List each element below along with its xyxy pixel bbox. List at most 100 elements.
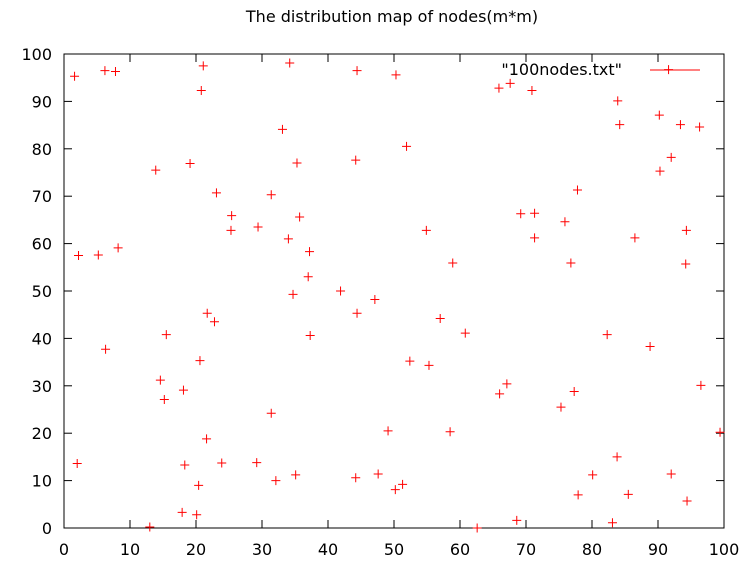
data-point (460, 328, 470, 338)
x-tick-label: 80 (582, 540, 602, 559)
data-point (588, 470, 598, 480)
data-point (421, 225, 431, 235)
data-point (373, 469, 383, 479)
data-point (285, 58, 295, 68)
data-point (100, 66, 110, 76)
data-point (645, 341, 655, 351)
data-point (516, 209, 526, 219)
data-point (352, 308, 362, 318)
data-point (202, 308, 212, 318)
data-point (292, 158, 302, 168)
data-point (288, 289, 298, 299)
data-point (405, 356, 415, 366)
data-point (283, 234, 293, 244)
x-tick-label: 60 (450, 540, 470, 559)
y-tick-label: 0 (42, 519, 52, 538)
data-point (675, 120, 685, 130)
data-point (151, 165, 161, 175)
data-point (209, 317, 219, 327)
data-point (155, 375, 165, 385)
data-point (70, 71, 80, 81)
data-point (666, 152, 676, 162)
data-point (472, 523, 482, 533)
data-point (530, 233, 540, 243)
data-point (681, 225, 691, 235)
data-point (185, 158, 195, 168)
data-point (681, 259, 691, 269)
data-point (505, 78, 515, 88)
data-point (682, 496, 692, 506)
y-tick-label: 50 (32, 282, 52, 301)
data-point (494, 83, 504, 93)
data-point (715, 427, 725, 437)
data-point (556, 402, 566, 412)
plot-frame (63, 53, 725, 529)
data-point (695, 122, 705, 132)
y-tick-label: 90 (32, 92, 52, 111)
x-tick-label: 0 (59, 540, 69, 559)
y-axis: 0 10 20 30 40 50 60 70 80 90 100 (21, 45, 724, 538)
data-point (402, 141, 412, 151)
y-tick-label: 20 (32, 424, 52, 443)
data-point (74, 250, 84, 260)
data-point (566, 258, 576, 268)
y-tick-label: 40 (32, 329, 52, 348)
data-point (217, 458, 227, 468)
x-tick-label: 30 (252, 540, 272, 559)
legend: "100nodes.txt" (501, 60, 700, 79)
data-point (573, 490, 583, 500)
data-point (266, 190, 276, 200)
data-point (607, 518, 617, 528)
data-point (560, 217, 570, 227)
data-point (252, 458, 262, 468)
data-point (613, 96, 623, 106)
data-point (370, 295, 380, 305)
data-point (615, 120, 625, 130)
data-point (93, 250, 103, 260)
x-tick-label: 40 (318, 540, 338, 559)
data-point (655, 166, 665, 176)
data-point (527, 85, 537, 95)
data-point (623, 489, 633, 499)
data-point (291, 470, 301, 480)
data-point (569, 386, 579, 396)
data-point (336, 286, 346, 296)
data-point (266, 408, 276, 418)
data-point (101, 344, 111, 354)
y-tick-label: 80 (32, 140, 52, 159)
data-point (351, 155, 361, 165)
data-point (495, 389, 505, 399)
y-tick-label: 70 (32, 187, 52, 206)
data-point (110, 67, 120, 77)
data-point (612, 452, 622, 462)
data-point (194, 480, 204, 490)
data-point (696, 380, 706, 390)
data-point (202, 434, 212, 444)
data-point (654, 110, 664, 120)
data-point (177, 507, 187, 517)
x-axis: 0 10 20 30 40 50 60 70 80 90 100 (59, 54, 739, 559)
y-tick-label: 10 (32, 472, 52, 491)
data-point (303, 272, 313, 282)
data-point (351, 473, 361, 483)
x-tick-label: 20 (186, 540, 206, 559)
data-point (390, 485, 400, 495)
data-point (277, 124, 287, 134)
data-point (72, 459, 82, 469)
x-tick-label: 70 (516, 540, 536, 559)
y-tick-label: 60 (32, 235, 52, 254)
data-point (424, 360, 434, 370)
data-point (445, 427, 455, 437)
data-point (305, 247, 315, 257)
data-point (159, 395, 169, 405)
data-point (305, 331, 315, 341)
y-tick-label: 30 (32, 377, 52, 396)
data-point (253, 222, 263, 232)
x-tick-label: 90 (648, 540, 668, 559)
data-point (383, 426, 393, 436)
data-point (572, 185, 582, 195)
data-point (180, 460, 190, 470)
data-point (211, 188, 221, 198)
data-point (113, 243, 123, 253)
